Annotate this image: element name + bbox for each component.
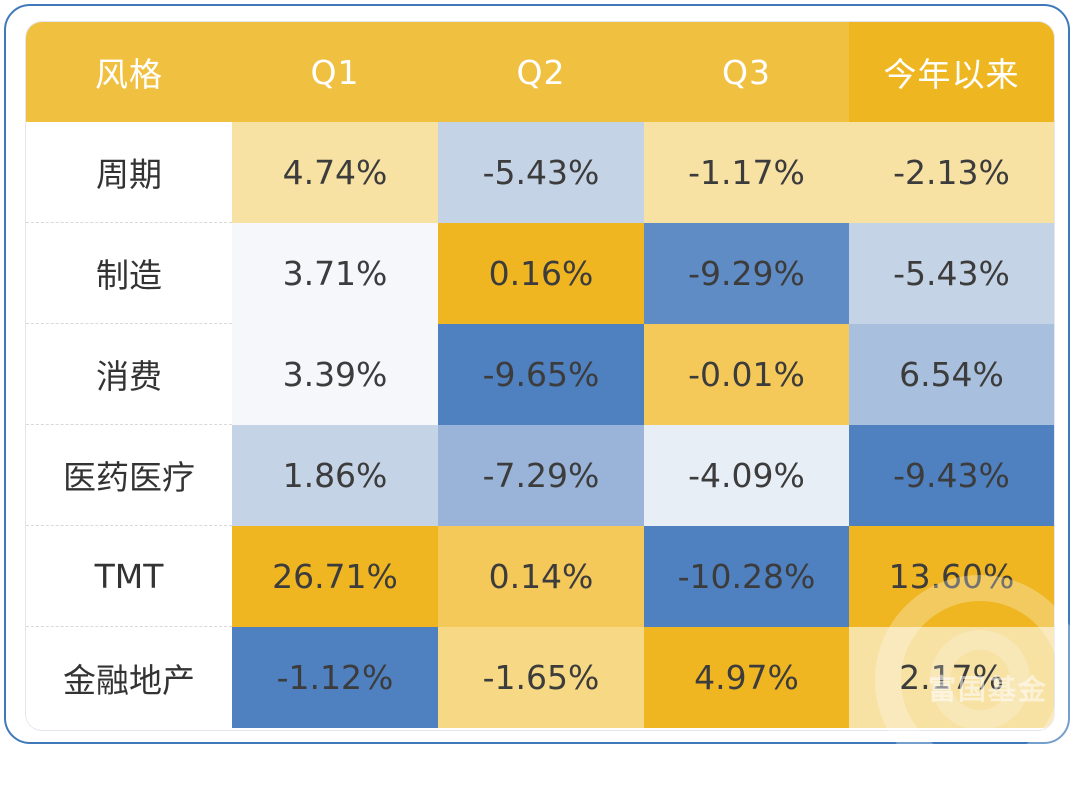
cell-ytd: -5.43% [849, 223, 1054, 324]
cell-q3: -1.17% [644, 122, 849, 223]
cell-ytd: -9.43% [849, 425, 1054, 526]
cell-q3: -10.28% [644, 526, 849, 627]
cell-q1: 3.71% [232, 223, 438, 324]
cell-q1: 3.39% [232, 324, 438, 425]
table-row: 消费 3.39% -9.65% -0.01% 6.54% [26, 324, 1054, 425]
cell-q1: 1.86% [232, 425, 438, 526]
cell-q3: -9.29% [644, 223, 849, 324]
row-label: 周期 [26, 122, 232, 223]
cell-ytd: 13.60% [849, 526, 1054, 627]
cell-q1: 4.74% [232, 122, 438, 223]
cell-ytd: 6.54% [849, 324, 1054, 425]
header-q2: Q2 [516, 52, 566, 92]
row-label: 制造 [26, 223, 232, 324]
row-label: 消费 [26, 324, 232, 425]
cell-ytd: -2.13% [849, 122, 1054, 223]
cell-q2: 0.16% [438, 223, 644, 324]
cell-q2: 0.14% [438, 526, 644, 627]
returns-table: 风格 Q1 Q2 Q3 今年以来 周期 4.74% -5.43% -1.17% -2.1… [26, 22, 1054, 730]
row-label: 金融地产 [26, 627, 232, 728]
cell-q2: -1.65% [438, 627, 644, 728]
cell-q3: -0.01% [644, 324, 849, 425]
row-label: TMT [26, 526, 232, 627]
cell-ytd: 2.17% [849, 627, 1054, 728]
table-row: 制造 3.71% 0.16% -9.29% -5.43% [26, 223, 1054, 324]
cell-q3: -4.09% [644, 425, 849, 526]
cell-q1: 26.71% [232, 526, 438, 627]
cell-q2: -9.65% [438, 324, 644, 425]
table-row: TMT 26.71% 0.14% -10.28% 13.60% [26, 526, 1054, 627]
header-q1: Q1 [310, 52, 360, 92]
cell-q1: -1.12% [232, 627, 438, 728]
cell-q2: -5.43% [438, 122, 644, 223]
cell-q2: -7.29% [438, 425, 644, 526]
table-row: 周期 4.74% -5.43% -1.17% -2.13% [26, 122, 1054, 223]
table-row: 医药医疗 1.86% -7.29% -4.09% -9.43% [26, 425, 1054, 526]
table-header: 风格 Q1 Q2 Q3 今年以来 [26, 22, 1054, 122]
table-row: 金融地产 -1.12% -1.65% 4.97% 2.17% [26, 627, 1054, 728]
cell-q3: 4.97% [644, 627, 849, 728]
header-q3: Q3 [722, 52, 771, 92]
header-style: 风格 [95, 55, 163, 94]
header-ytd: 今年以来 [849, 22, 1054, 122]
row-label: 医药医疗 [26, 425, 232, 526]
